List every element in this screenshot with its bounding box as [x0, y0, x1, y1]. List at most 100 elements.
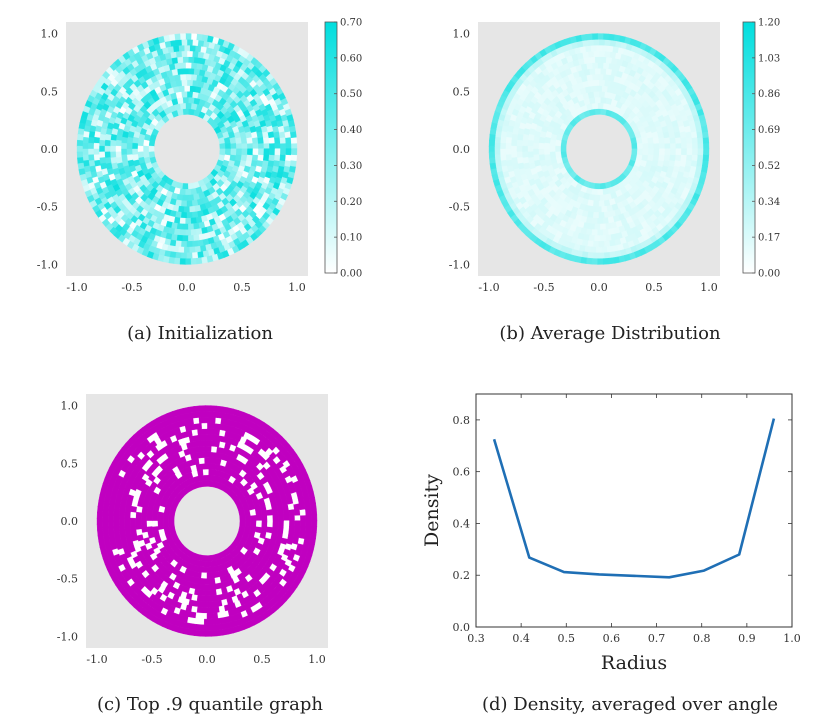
heatmap-cell [675, 148, 682, 156]
heatmap-cell [510, 145, 517, 153]
heatmap-cell [206, 612, 214, 620]
heatmap-cell [664, 148, 671, 156]
colorbar-tick-label: 0.50 [340, 89, 362, 100]
heatmap-cell [187, 96, 195, 104]
heatmap-cell [199, 560, 207, 568]
y-tick-label: -0.5 [57, 573, 78, 586]
y-tick-label: -1.0 [57, 630, 78, 643]
heatmap-cell [488, 145, 495, 153]
heatmap-cell [172, 245, 180, 253]
y-tick-label: -1.0 [449, 258, 470, 271]
heatmap-cell [193, 68, 200, 76]
heatmap-cell [182, 183, 189, 190]
colorbar-tick-label: 0.52 [758, 161, 780, 172]
heatmap-cell [186, 39, 193, 46]
heatmap-cell [82, 148, 89, 156]
heatmap-cell [258, 148, 265, 156]
heatmap-cell [584, 245, 592, 253]
heatmap-cell [279, 153, 287, 162]
heatmap-cell [146, 514, 153, 522]
heatmap-cell [538, 148, 545, 156]
heatmap-cell [201, 624, 208, 631]
heatmap-cell [266, 526, 273, 534]
heatmap-cell [236, 142, 243, 150]
heatmap-cell [98, 145, 105, 153]
heatmap-cell [119, 505, 126, 514]
heatmap-cell [532, 142, 539, 150]
heatmap-cell [235, 154, 242, 162]
heatmap-cell [213, 440, 220, 448]
heatmap-cell [205, 601, 212, 608]
heatmap-cell [181, 240, 188, 248]
colorbar-tick-label: 0.20 [340, 197, 362, 208]
caption-d: (d) Density, averaged over angle [482, 694, 778, 715]
heatmap-cell [597, 73, 604, 81]
heatmap-cell [659, 148, 666, 156]
heatmap-cell [283, 514, 290, 522]
heatmap-cell [157, 517, 164, 525]
heatmap-cell [202, 468, 209, 476]
heatmap-cell [241, 148, 248, 156]
heatmap-cell [126, 148, 133, 156]
heatmap-cell [179, 188, 187, 196]
colorbar-tick-label: 0.17 [758, 233, 780, 244]
x-tick-label: -0.5 [121, 281, 142, 294]
heatmap-cell [594, 223, 601, 231]
heatmap-cell [499, 142, 506, 150]
heatmap-cell [206, 451, 213, 458]
heatmap-cell [202, 439, 209, 447]
x-tick-label: 0.5 [558, 632, 576, 645]
heatmap-cell [597, 62, 604, 69]
heatmap-cell [543, 142, 550, 150]
heatmap-cell [93, 136, 100, 145]
heatmap-cell [586, 228, 593, 236]
heatmap-cell [692, 142, 699, 150]
heatmap-cell [201, 612, 208, 620]
heatmap-cell [131, 142, 138, 150]
heatmap-cell [280, 148, 287, 156]
heatmap-cell [190, 73, 198, 81]
heatmap-cell [113, 520, 120, 528]
heatmap-cell [240, 154, 248, 162]
heatmap-cell [598, 39, 605, 46]
heatmap-cell [305, 520, 312, 528]
heatmap-cell [305, 525, 312, 534]
heatmap-cell [532, 148, 539, 156]
heatmap-cell [203, 457, 211, 464]
heatmap-cell [549, 145, 556, 153]
heatmap-cell [285, 148, 292, 156]
colorbar [324, 21, 338, 274]
heatmap-cell [599, 108, 607, 116]
heatmap-cell [255, 526, 262, 534]
heatmap-cell [250, 520, 257, 528]
x-tick-label: 0.5 [233, 281, 251, 294]
heatmap-cell [200, 451, 208, 458]
heatmap-cell [681, 142, 688, 150]
heatmap-cell [224, 148, 232, 156]
heatmap-cell [230, 148, 237, 156]
heatmap-cell [680, 154, 688, 162]
heatmap-cell [505, 136, 512, 145]
x-tick-label: 0.4 [512, 632, 530, 645]
heatmap-cell [87, 148, 94, 156]
heatmap-cell [598, 50, 605, 58]
x-tick-label: 0.0 [198, 653, 216, 666]
heatmap-cell [184, 33, 192, 40]
heatmap-cell [191, 50, 199, 58]
heatmap-cell [206, 411, 213, 418]
heatmap-cell [178, 205, 185, 213]
x-tick-label: -1.0 [86, 653, 107, 666]
heatmap-cell [181, 212, 188, 219]
heatmap-cell [285, 153, 292, 162]
heatmap-cell [129, 511, 137, 519]
heatmap-cell [146, 520, 153, 528]
heatmap-cell [201, 572, 208, 579]
heatmap-cell [516, 145, 523, 153]
heatmap-cell [664, 142, 671, 150]
heatmap-cell [686, 148, 693, 156]
x-tick-label: -0.5 [141, 653, 162, 666]
heatmap-cell [653, 142, 660, 150]
heatmap-cell [268, 154, 276, 162]
heatmap-cell [97, 506, 104, 514]
heatmap-cell [598, 79, 605, 86]
